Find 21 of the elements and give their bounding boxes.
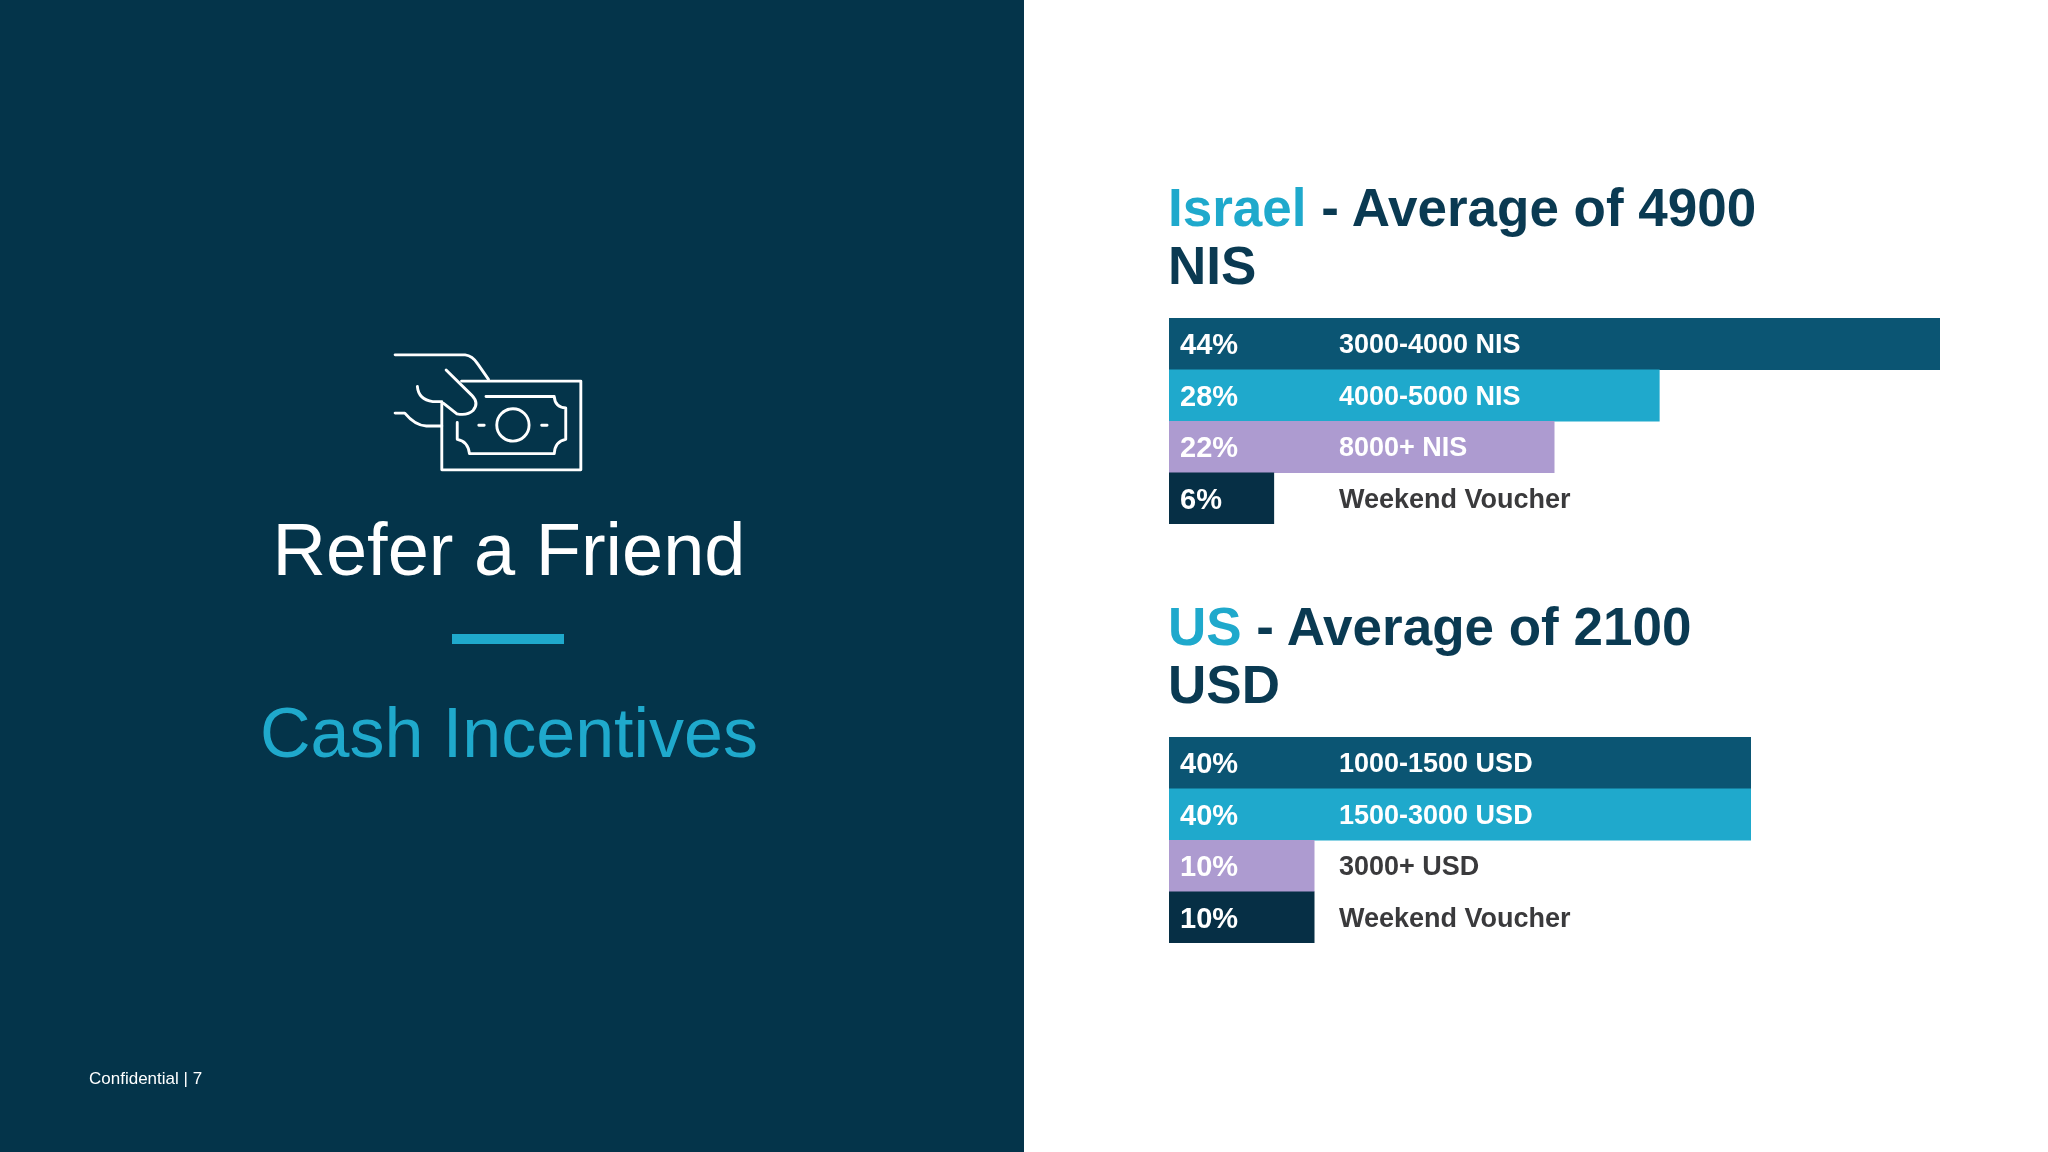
data-label: 6% bbox=[1180, 482, 1223, 515]
text: Refer a Friend bbox=[272, 508, 746, 591]
y-tick-label: 4000-5000 NIS bbox=[1339, 380, 1521, 411]
text: Cash Incentives bbox=[259, 694, 759, 772]
y-tick-label: Weekend Voucher bbox=[1339, 483, 1572, 514]
y-tick-label: Weekend Voucher bbox=[1339, 902, 1572, 933]
data-label: 10% bbox=[1180, 850, 1239, 883]
data-label: 10% bbox=[1180, 901, 1239, 934]
data-label: 40% bbox=[1180, 747, 1239, 780]
y-tick-label: 3000-4000 NIS bbox=[1339, 329, 1521, 360]
y-tick-label: 1500-3000 USD bbox=[1339, 799, 1533, 830]
data-label: 22% bbox=[1180, 431, 1239, 464]
y-tick-label: 3000+ USD bbox=[1339, 851, 1480, 882]
text: Confidential | 7 bbox=[89, 1069, 203, 1088]
data-label: 28% bbox=[1180, 379, 1239, 412]
chart-title: US - Average of 2100 USD bbox=[1168, 597, 1692, 714]
y-tick-label: 8000+ NIS bbox=[1339, 432, 1468, 463]
data-label: 40% bbox=[1180, 798, 1239, 831]
data-label: 44% bbox=[1180, 328, 1239, 361]
y-tick-label: 1000-1500 USD bbox=[1339, 748, 1533, 779]
chart-title: Israel - Average of 4900 NIS bbox=[1168, 178, 1757, 295]
